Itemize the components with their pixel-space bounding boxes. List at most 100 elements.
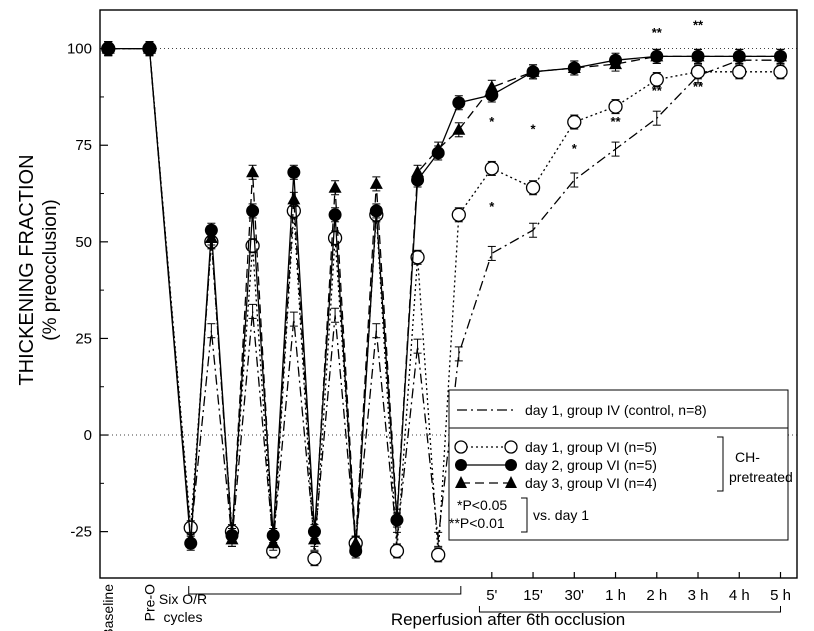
data-point-filled-circle [452, 96, 466, 110]
series-4 [101, 41, 788, 551]
data-point-filled-circle [246, 204, 260, 218]
x-axis: Baseline Pre-O 5' 15' 30' 1 h 2 h 3 h 4 h 5 h [100, 572, 791, 631]
data-point-open-circle [732, 64, 747, 79]
data-point-filled-circle [287, 165, 301, 179]
legend: day 1, group IV (control, n=8) day 1, gro… [448, 389, 793, 541]
y-tick-label: 100 [67, 41, 92, 58]
data-point-triangle [691, 49, 705, 62]
x-tick-label: Pre-O [141, 584, 157, 621]
data-point-triangle [485, 80, 499, 93]
series-layer [101, 41, 788, 567]
data-point-filled-circle [369, 204, 383, 218]
data-point-open-circle [773, 64, 788, 79]
data-point-triangle [431, 142, 445, 155]
significance-mark: ** [652, 25, 663, 40]
data-point-triangle [225, 532, 239, 545]
significance-mark: * [489, 114, 495, 129]
legend-marker-open-circle [454, 440, 468, 454]
legend-sig-note: vs. day 1 [533, 507, 589, 523]
significance-mark: ** [610, 114, 621, 129]
legend-marker-triangle [505, 476, 517, 488]
data-point-triangle [349, 536, 363, 549]
data-point-open-circle [307, 551, 322, 566]
legend-marker-filled-circle [455, 459, 467, 471]
significance-mark: ** [693, 17, 704, 32]
legend-label: day 1, group VI (n=5) [525, 439, 657, 455]
x-tick-label: 30' [565, 587, 585, 604]
data-point-open-circle [410, 250, 425, 265]
data-point-triangle [650, 49, 664, 62]
significance-marks: **************** [489, 17, 704, 214]
legend-marker-filled-circle [505, 459, 517, 471]
x-tick-label: 5 h [770, 587, 791, 604]
x-axis-cycles-line1: Six O/R [159, 591, 207, 607]
legend-marker-triangle [455, 476, 467, 488]
x-tick-label: Baseline [100, 584, 116, 631]
data-point-triangle [287, 192, 301, 205]
significance-mark: ** [693, 79, 704, 94]
legend-label: day 3, group VI (n=4) [525, 475, 657, 491]
significance-mark: ** [610, 60, 621, 75]
significance-mark: * [572, 141, 578, 156]
ch-bracket [717, 436, 724, 492]
x-axis-reperfusion-title: Reperfusion after 6th occlusion [391, 610, 625, 629]
data-point-triangle [732, 49, 746, 62]
data-point-open-circle [389, 543, 405, 559]
cycles-bracket [188, 586, 462, 595]
data-point-open-circle [608, 99, 623, 114]
data-point-filled-circle [328, 208, 342, 222]
y-tick-label: 75 [75, 137, 92, 154]
legend-bracket-label: pretreated [729, 469, 793, 485]
data-point-triangle [184, 532, 198, 545]
x-tick-label: 15' [523, 587, 543, 604]
data-point-open-circle [327, 230, 343, 246]
legend-label: day 2, group VI (n=5) [525, 457, 657, 473]
y-tick-label: 50 [75, 234, 92, 251]
data-point-triangle [101, 41, 115, 54]
y-tick-label: -25 [70, 524, 92, 541]
y-axis: 100 75 50 25 0 -25 [67, 41, 108, 541]
data-point-open-circle [484, 161, 499, 176]
data-point-triangle [609, 57, 623, 70]
sig-bracket [521, 497, 528, 533]
data-point-triangle [307, 532, 321, 545]
x-tick-label: 2 h [646, 587, 667, 604]
data-point-triangle [390, 509, 404, 522]
reperfusion-bracket [478, 606, 782, 613]
plot-frame [99, 9, 798, 579]
x-tick-label: 4 h [729, 587, 750, 604]
data-point-triangle [246, 165, 260, 178]
x-tick-label: 1 h [605, 587, 626, 604]
x-tick-label: 5' [486, 587, 497, 604]
significance-mark: * [531, 122, 537, 137]
legend-sig1: *P<0.05 [457, 497, 507, 513]
y-tick-label: 25 [75, 330, 92, 347]
data-point-open-circle [567, 114, 582, 130]
x-axis-cycles-line2: cycles [164, 609, 203, 625]
data-point-open-circle [525, 180, 541, 195]
data-point-open-circle [431, 547, 446, 562]
series-line [108, 47, 781, 544]
legend-label: day 1, group IV (control, n=8) [525, 402, 707, 418]
significance-mark: * [489, 199, 495, 214]
data-point-open-circle [690, 64, 706, 79]
data-point-triangle [526, 64, 540, 77]
y-tick-label: 0 [84, 427, 92, 444]
data-point-triangle [774, 49, 788, 62]
data-point-triangle [452, 122, 466, 135]
data-point-triangle [204, 230, 218, 243]
legend-bracket-label: CH- [735, 449, 760, 465]
legend-sig2: **P<0.01 [449, 515, 505, 531]
data-point-triangle [567, 60, 581, 73]
plot-border [99, 9, 798, 579]
significance-mark: ** [652, 83, 663, 98]
data-point-filled-circle [204, 223, 218, 237]
data-point-triangle [411, 165, 425, 178]
y-axis-subtitle: (% preocclusion) [40, 199, 61, 341]
legend-marker-open-circle [504, 440, 518, 454]
data-point-triangle [266, 536, 280, 549]
data-point-open-circle [649, 72, 664, 87]
y-axis-title: THICKENING FRACTION [16, 154, 38, 385]
data-point-open-circle [451, 207, 466, 222]
